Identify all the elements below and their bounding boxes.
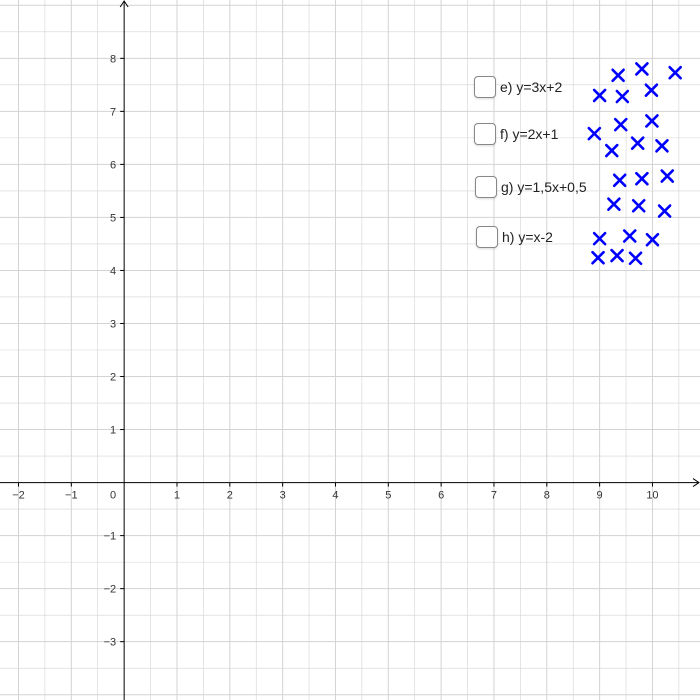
scatter-point: [631, 198, 646, 213]
x-tick-label: 10: [646, 490, 658, 502]
y-tick-label: 2: [110, 372, 116, 384]
checkbox-label-e: e) y=3x+2: [500, 79, 563, 95]
checkbox-h[interactable]: [476, 226, 498, 248]
x-tick-label: 7: [491, 490, 497, 502]
checkbox-row-h[interactable]: h) y=x-2: [476, 223, 553, 251]
y-tick-label: −2: [104, 584, 117, 596]
x-tick-label: 9: [597, 490, 603, 502]
x-tick-label: −1: [65, 490, 78, 502]
y-tick-label: 4: [110, 265, 116, 277]
x-tick-label: 5: [385, 490, 391, 502]
scatter-point: [607, 197, 621, 211]
checkbox-row-e[interactable]: e) y=3x+2: [474, 73, 562, 101]
scatter-point: [657, 204, 672, 218]
x-tick-label: 6: [438, 490, 444, 502]
scatter-point: [635, 171, 649, 186]
x-tick-label: 4: [332, 490, 338, 502]
y-tick-label: 1: [110, 425, 116, 437]
checkbox-label-f: f) y=2x+1: [500, 126, 559, 142]
scatter-point: [655, 139, 669, 153]
scatter-point: [592, 88, 607, 103]
checkbox-f[interactable]: [474, 123, 496, 145]
scatter-point: [668, 65, 682, 80]
scatter-point: [610, 248, 624, 263]
scatter-point: [613, 117, 628, 132]
scatter-point: [612, 173, 627, 188]
scatter-point: [592, 231, 607, 246]
scatter-point: [622, 229, 637, 243]
tick-labels: −2 −1 1 2 3 4 5 6 7 8 9 10 −3 −2 −1 1 2 3 4 5 6 7 8 0: [12, 53, 658, 648]
scatter-point: [591, 250, 605, 265]
scatter-point: [615, 89, 630, 104]
scatter-point: [645, 114, 659, 128]
scatter-point: [604, 143, 619, 158]
y-tick-label: 5: [110, 212, 116, 224]
checkbox-label-g: g) y=1,5x+0,5: [501, 179, 587, 195]
y-tick-label: 8: [110, 53, 116, 65]
scatter-point: [635, 62, 649, 76]
checkbox-row-g[interactable]: g) y=1,5x+0,5: [475, 173, 587, 201]
scatter-point: [645, 232, 660, 247]
scatter-point: [644, 83, 659, 97]
scatter-point: [630, 136, 645, 150]
y-tick-label: −3: [104, 637, 117, 649]
checkbox-e[interactable]: [474, 76, 496, 98]
checkbox-row-f[interactable]: f) y=2x+1: [474, 120, 558, 148]
y-tick-label: 6: [110, 159, 116, 171]
x-tick-label: 8: [544, 490, 550, 502]
x-axis-arrow-icon: [692, 478, 700, 487]
checkbox-label-h: h) y=x-2: [502, 229, 553, 245]
x-tick-label: 1: [174, 490, 180, 502]
x-tick-label: −2: [12, 490, 25, 502]
scatter-point: [587, 126, 602, 141]
scatter-point: [660, 169, 675, 183]
scatter-point: [611, 68, 625, 83]
origin-label: 0: [110, 490, 116, 502]
scatter-points: [587, 62, 682, 266]
y-tick-label: 7: [110, 106, 116, 118]
x-tick-label: 3: [280, 490, 286, 502]
y-tick-label: 3: [110, 318, 116, 330]
checkbox-g[interactable]: [475, 176, 497, 198]
scatter-point: [628, 251, 643, 266]
y-tick-label: −1: [104, 531, 117, 543]
y-axis-arrow-icon: [119, 0, 129, 8]
x-tick-label: 2: [227, 490, 233, 502]
